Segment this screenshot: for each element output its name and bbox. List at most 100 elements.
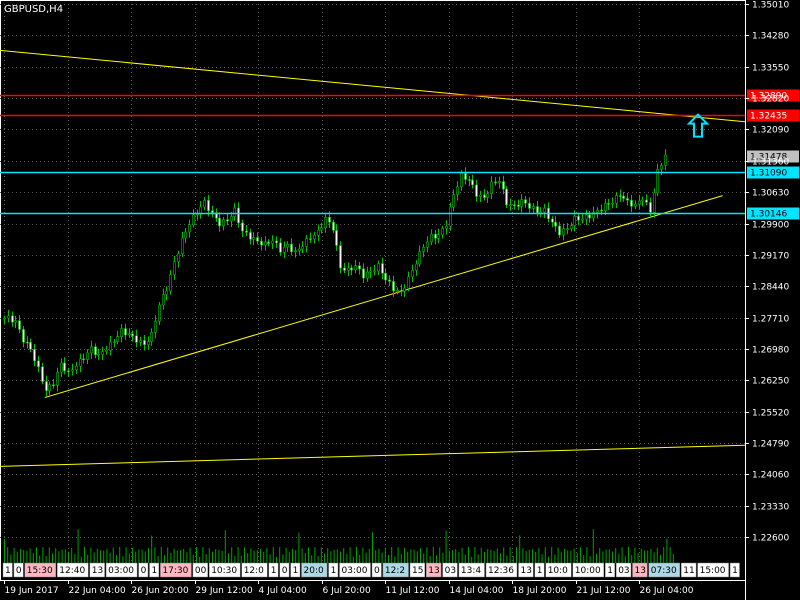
time-badge [442, 562, 458, 578]
candle-body [660, 165, 663, 170]
candle-body [139, 340, 142, 343]
volume-bar [109, 552, 111, 563]
price-tick-label: 1.23330 [752, 503, 789, 513]
volume-bar [528, 549, 530, 563]
volume-bar [429, 556, 431, 563]
volume-bar [544, 547, 546, 563]
candle-body [483, 194, 486, 198]
trend-line[interactable] [0, 444, 746, 467]
level-tag [747, 207, 799, 220]
volume-bar [336, 549, 338, 563]
volume-bar [128, 553, 130, 563]
volume-bar [621, 547, 623, 563]
price-tick-label: 1.29170 [752, 252, 789, 262]
time-badge-label: 13 [521, 566, 532, 576]
candle-body [3, 317, 6, 320]
time-badge [301, 562, 328, 578]
time-badge-label: 17:30 [162, 566, 188, 576]
price-tick-label: 1.35010 [752, 1, 789, 11]
volume-bar [532, 549, 533, 563]
volume-bar [628, 547, 629, 563]
time-badge-label: 12:2 [385, 566, 405, 576]
arrow-marker[interactable] [686, 113, 710, 138]
volume-bar [36, 547, 37, 563]
time-badge-label: 10:0 [548, 566, 568, 576]
grid [0, 0, 746, 600]
time-badge-label: 0 [141, 566, 147, 576]
time-badge [572, 562, 605, 578]
candle-body [147, 341, 150, 345]
volume-bar [39, 555, 41, 563]
candle-body [577, 215, 580, 221]
candle-body [339, 245, 342, 269]
time-badge [241, 562, 268, 578]
volume-bar [256, 549, 258, 563]
candle-body [116, 336, 119, 342]
candle-body [203, 200, 206, 208]
time-badge [105, 562, 138, 578]
candle-body [301, 246, 304, 250]
time-badge [534, 562, 545, 578]
volume-bar [116, 555, 117, 563]
trend-line[interactable] [0, 49, 746, 123]
candle-body [528, 203, 531, 209]
time-tick-label: 18 Jul 20:00 [513, 586, 567, 596]
time-badge [339, 562, 371, 578]
volume-bar [362, 547, 364, 563]
volume-bar [298, 532, 300, 563]
candle-body [324, 216, 327, 229]
time-badge-label: 03 [445, 566, 456, 576]
price-tick-label: 1.32090 [752, 126, 789, 136]
horizontal-levels[interactable]: 1.32890 1.32435 1.31090 1.30146 1.31478 [0, 89, 799, 220]
time-tick-label: 26 Jul 04:00 [640, 586, 694, 596]
candle-body [332, 221, 335, 231]
candle-body [513, 204, 516, 206]
time-badge [681, 562, 697, 578]
time-badge [545, 562, 572, 578]
candle-body [562, 228, 565, 236]
volume-bar [272, 547, 274, 563]
up-arrow-icon[interactable] [686, 113, 710, 138]
volume-bar [180, 550, 181, 563]
volume-bar [292, 548, 293, 563]
volume-bar [519, 535, 521, 563]
volume-bar [471, 556, 473, 563]
volume-bar [580, 547, 581, 563]
candle-body [570, 225, 573, 229]
volume-bar [666, 538, 668, 563]
candle-body [649, 202, 652, 213]
candle-body [41, 366, 44, 382]
candle-body [554, 221, 557, 227]
volume-bar [4, 539, 5, 563]
volume-bar [288, 552, 290, 563]
volume-bar [231, 547, 233, 563]
volume-bar [506, 555, 508, 563]
candle-body [505, 188, 508, 206]
volume-bar [125, 547, 127, 563]
volume-bar [557, 547, 559, 563]
candle-body [162, 294, 165, 306]
volume-bar [404, 547, 405, 563]
time-badge [382, 562, 409, 578]
candle-body [309, 238, 312, 240]
time-badge-label: 15 [412, 566, 423, 576]
trend-lines[interactable] [0, 49, 746, 467]
time-badge-label: 13:4 [461, 566, 481, 576]
volume-bar [564, 548, 565, 563]
candle-body [373, 270, 376, 273]
price-axis: 1.35010 1.34280 1.33550 1.32820 1.32090 1.313… [745, 1, 789, 544]
volume-bar [42, 547, 44, 563]
candle-body [218, 217, 221, 227]
volume-bar [84, 547, 85, 563]
time-badge [371, 562, 382, 578]
time-badge-label: 12:0 [244, 566, 264, 576]
trend-line[interactable] [44, 195, 723, 399]
candle-body [468, 179, 471, 181]
volume-bar [106, 548, 108, 563]
time-badge-label: 10:30 [211, 566, 237, 576]
time-tick-label: 4 Jul 04:00 [259, 586, 308, 596]
level-tag [747, 166, 799, 179]
volume-bar [442, 552, 444, 563]
volume-bar [468, 547, 469, 563]
